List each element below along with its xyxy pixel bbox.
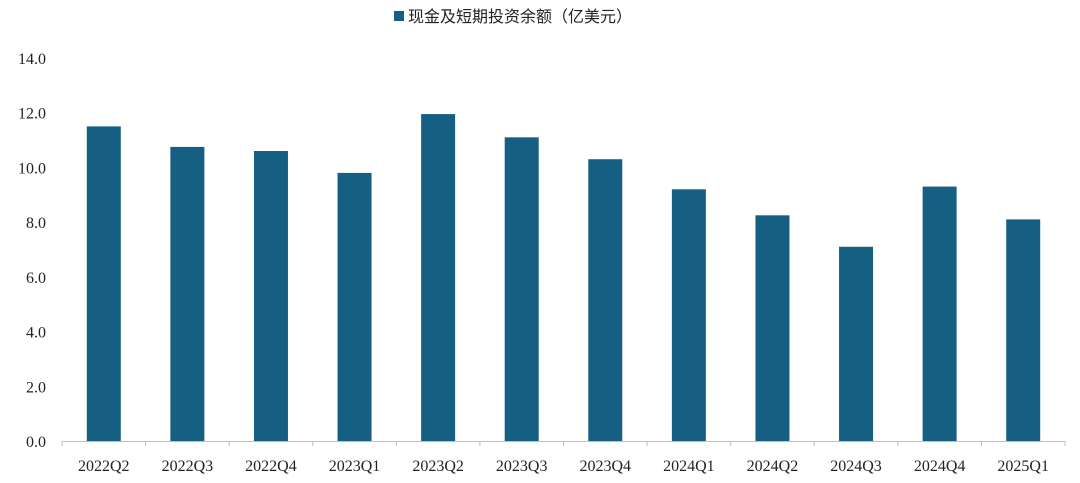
legend-label: 现金及短期投资余额（亿美元）	[408, 7, 632, 26]
x-tick-label: 2024Q4	[914, 458, 966, 475]
bar	[671, 189, 706, 441]
bar	[839, 246, 874, 441]
bar	[755, 215, 790, 441]
legend: 现金及短期投资余额（亿美元）	[394, 7, 632, 26]
bar	[337, 172, 372, 441]
x-tick-label: 2024Q1	[663, 458, 715, 475]
y-tick-label: 2.0	[26, 379, 46, 396]
x-tick-label: 2023Q1	[329, 458, 381, 475]
x-tick-label: 2022Q4	[245, 458, 297, 475]
legend-swatch	[394, 11, 404, 21]
y-tick-label: 0.0	[26, 434, 46, 451]
y-tick-label: 4.0	[26, 325, 46, 342]
y-tick-label: 8.0	[26, 215, 46, 232]
y-tick-label: 6.0	[26, 270, 46, 287]
x-tick-label: 2025Q1	[997, 458, 1049, 475]
bar	[170, 146, 205, 442]
bars	[86, 114, 1041, 442]
bar	[253, 151, 288, 441]
bar	[1006, 219, 1041, 441]
bar	[86, 126, 121, 442]
bar	[922, 186, 957, 441]
x-tick-label: 2024Q3	[830, 458, 882, 475]
x-tick-label: 2024Q2	[747, 458, 799, 475]
x-axis: 2022Q2 2022Q3 2022Q4 2023Q1 2023Q2 2023Q3 2023…	[61, 441, 1066, 475]
bar	[588, 159, 623, 441]
bar	[504, 137, 539, 442]
x-tick-label: 2023Q3	[496, 458, 548, 475]
y-tick-label: 14.0	[18, 51, 46, 68]
y-axis: 0.0 2.0 4.0 6.0 8.0 10.0 12.0 14.0	[18, 51, 46, 451]
x-tick-label: 2022Q2	[78, 458, 130, 475]
x-tick-label: 2023Q2	[412, 458, 464, 475]
y-tick-label: 12.0	[18, 106, 46, 123]
x-tick-label: 2022Q3	[162, 458, 214, 475]
x-tick-label: 2023Q4	[580, 458, 632, 475]
y-tick-label: 10.0	[18, 160, 46, 177]
bar	[421, 114, 456, 441]
